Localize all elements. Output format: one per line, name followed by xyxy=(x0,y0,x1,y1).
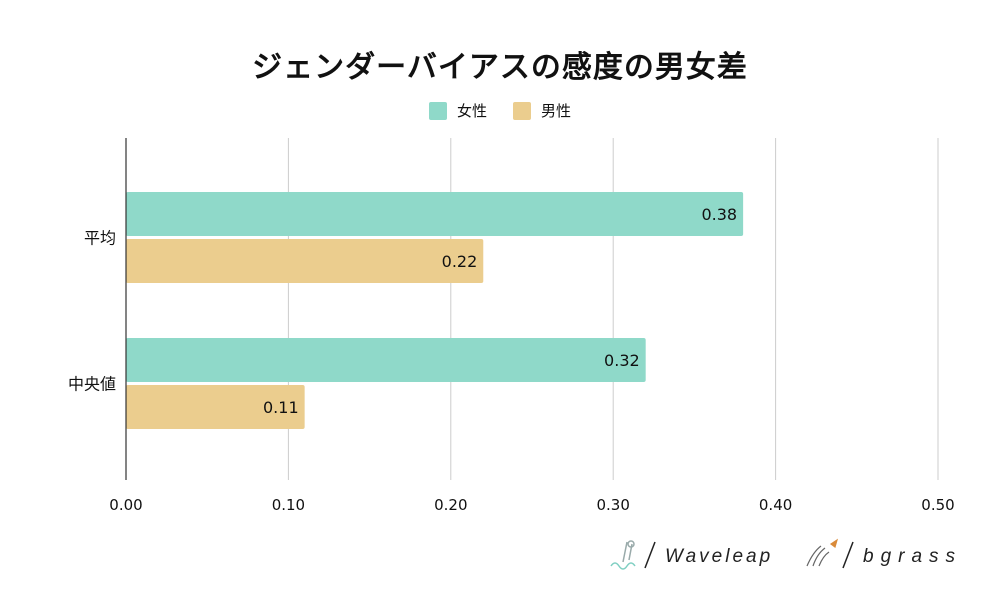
bar-female xyxy=(126,338,646,382)
waveleap-logo-icon xyxy=(610,540,636,570)
waveleap-logo-text: Waveleap xyxy=(665,546,773,567)
x-tick-label: 0.40 xyxy=(759,496,792,514)
logo-divider-2 xyxy=(842,541,854,569)
grid-lines xyxy=(287,138,939,480)
category-label: 中央値 xyxy=(68,375,116,394)
x-tick-label: 0.20 xyxy=(434,496,467,514)
x-tick-label: 0.10 xyxy=(272,496,305,514)
legend-swatch-female xyxy=(428,101,447,120)
legend-item-female: 女性 xyxy=(428,100,487,121)
x-tick-label: 0.50 xyxy=(921,496,954,514)
brand-logos: Waveleap bgrass xyxy=(610,538,962,570)
legend-label-female: 女性 xyxy=(456,102,487,120)
chart-title: ジェンダーバイアスの感度の男女差 xyxy=(252,50,748,85)
legend: 女性 男性 xyxy=(0,100,1000,121)
legend-label-male: 男性 xyxy=(541,102,572,120)
bar-value-label: 0.38 xyxy=(701,205,737,224)
bar-value-label: 0.22 xyxy=(442,252,478,271)
x-tick-label: 0.00 xyxy=(109,496,142,514)
bar-male xyxy=(126,385,305,429)
x-tick-label: 0.30 xyxy=(596,496,629,514)
bars: 0.38 0.22 0.32 0.11 xyxy=(126,192,744,429)
bar-male xyxy=(126,239,484,283)
legend-item-male: 男性 xyxy=(513,100,571,121)
bar-value-label: 0.32 xyxy=(604,351,640,370)
bgrass-logo-text: bgrass xyxy=(863,546,962,567)
bar-female xyxy=(126,192,744,236)
logo-divider-1 xyxy=(644,541,656,569)
legend-swatch-male xyxy=(513,101,531,120)
category-label: 平均 xyxy=(84,229,116,248)
x-tick-labels: 0.00 0.10 0.20 0.30 0.40 0.50 xyxy=(109,496,954,514)
bgrass-logo-icon xyxy=(806,538,839,567)
bar-value-label: 0.11 xyxy=(263,398,299,417)
